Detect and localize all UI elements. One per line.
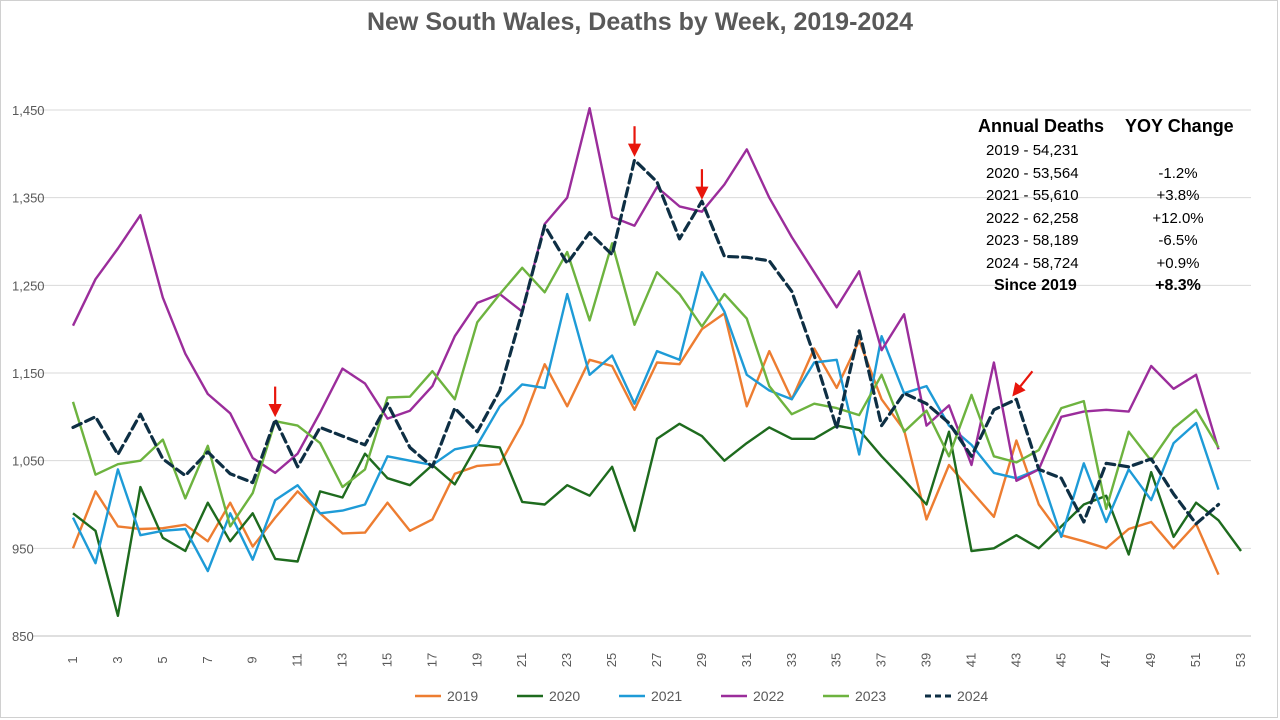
stats-change: +0.9% — [1156, 254, 1200, 272]
x-tick-label: 45 — [1053, 653, 1068, 667]
x-tick-label: 39 — [919, 653, 934, 667]
x-tick-label: 35 — [829, 653, 844, 667]
x-tick-label: 13 — [335, 653, 350, 667]
annotation-layer — [268, 126, 1034, 418]
y-tick-label: 950 — [12, 541, 34, 556]
stats-row: 2019 - 54,231 — [970, 140, 1260, 163]
stats-change: +12.0% — [1152, 209, 1204, 227]
legend-label-2022: 2022 — [753, 688, 784, 704]
series-line-2020 — [72, 422, 1242, 617]
y-tick-label: 1,450 — [12, 103, 45, 118]
x-tick-label: 5 — [155, 656, 170, 663]
stats-label: 2024 - 58,724 — [986, 254, 1079, 272]
stats-header-yoy: YOY Change — [1125, 116, 1234, 136]
x-tick-label: 1 — [65, 656, 80, 663]
series-line-2023 — [71, 242, 1220, 528]
y-tick-label: 850 — [12, 629, 34, 644]
stats-row: 2022 - 62,258 +12.0% — [970, 208, 1260, 231]
x-tick-label: 15 — [379, 653, 394, 667]
series-layer — [71, 106, 1242, 617]
x-tick-label: 11 — [290, 653, 305, 667]
x-tick-label: 19 — [469, 653, 484, 667]
stats-change: -6.5% — [1158, 232, 1198, 249]
annotation-arrow — [1012, 370, 1034, 397]
stats-label: 2023 - 58,189 — [986, 232, 1079, 249]
series-line-2024 — [71, 158, 1221, 526]
y-tick-label: 1,150 — [12, 366, 45, 381]
x-tick-label: 41 — [963, 653, 978, 667]
x-tick-label: 43 — [1008, 653, 1023, 667]
chart-title: New South Wales, Deaths by Week, 2019-20… — [366, 8, 914, 36]
grid-layer — [33, 109, 1251, 637]
x-tick-label: 29 — [694, 653, 709, 667]
stats-summary-change: +8.3% — [1155, 277, 1201, 294]
stats-summary-label: Since 2019 — [994, 277, 1077, 294]
x-tick-label: 9 — [245, 656, 260, 663]
stats-label: 2019 - 54,231 — [986, 142, 1079, 159]
stats-label: 2022 - 62,258 — [986, 209, 1079, 227]
x-tick-label: 21 — [514, 653, 529, 667]
stats-change — [1118, 140, 1238, 163]
legend: 2019 2020 2021 2022 2023 2024 — [415, 688, 988, 704]
stats-summary-row: Since 2019 +8.3% — [970, 275, 1260, 298]
x-tick-label: 3 — [110, 656, 125, 663]
stats-label: 2021 - 55,610 — [986, 187, 1079, 204]
stats-row: 2020 - 53,564 -1.2% — [970, 163, 1260, 186]
stats-header-annual: Annual Deaths — [978, 116, 1105, 136]
x-tick-label: 47 — [1098, 653, 1113, 667]
stats-label: 2020 - 53,564 — [986, 164, 1079, 182]
stats-change: -1.2% — [1158, 164, 1198, 182]
legend-label-2024: 2024 — [957, 688, 988, 704]
legend-label-2023: 2023 — [855, 688, 886, 704]
x-tick-label: 17 — [424, 653, 439, 667]
x-tick-label: 37 — [874, 653, 889, 667]
y-tick-label: 1,050 — [12, 454, 45, 469]
x-tick-label: 31 — [739, 653, 754, 667]
x-tick-label: 53 — [1233, 653, 1248, 667]
series-line-2022 — [71, 106, 1220, 482]
x-tick-label: 7 — [200, 656, 215, 663]
legend-label-2021: 2021 — [651, 688, 682, 704]
series-line-2021 — [71, 271, 1220, 573]
y-tick-label: 1,350 — [12, 191, 45, 206]
x-tick-label: 49 — [1143, 653, 1158, 667]
annual-deaths-table: Annual Deaths YOY Change 2019 - 54,231 2… — [970, 116, 1260, 298]
legend-label-2020: 2020 — [549, 688, 580, 704]
stats-change: +3.8% — [1156, 187, 1200, 204]
stats-row: 2024 - 58,724 +0.9% — [970, 253, 1260, 276]
x-tick-label: 25 — [604, 653, 619, 667]
x-tick-label: 23 — [559, 653, 574, 667]
legend-label-2019: 2019 — [447, 688, 478, 704]
stats-row: 2023 - 58,189 -6.5% — [970, 230, 1260, 253]
stats-header: Annual Deaths YOY Change — [970, 116, 1260, 140]
x-tick-label: 51 — [1188, 653, 1203, 667]
stats-row: 2021 - 55,610 +3.8% — [970, 185, 1260, 208]
x-tick-label: 27 — [649, 653, 664, 667]
y-tick-label: 1,250 — [12, 278, 45, 293]
x-tick-label: 33 — [784, 653, 799, 667]
